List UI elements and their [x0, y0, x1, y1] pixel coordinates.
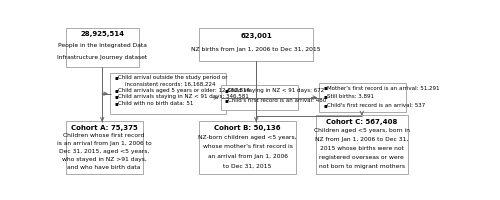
Text: inconsistent records: 16,168,224: inconsistent records: 16,168,224 — [118, 82, 215, 87]
Text: registered overseas or were: registered overseas or were — [320, 155, 404, 160]
Text: ▪: ▪ — [324, 94, 327, 99]
Text: an arrival from Jan 1, 2006: an arrival from Jan 1, 2006 — [208, 154, 288, 159]
Text: Child's first record is an arrival: 537: Child's first record is an arrival: 537 — [327, 103, 425, 108]
Text: ▪: ▪ — [114, 94, 118, 99]
Text: Child arrivals aged 5 years or older: 12,662,814: Child arrivals aged 5 years or older: 12… — [118, 88, 250, 93]
Text: Children whose first record: Children whose first record — [64, 133, 145, 138]
Text: Cohort B: 50,136: Cohort B: 50,136 — [214, 125, 281, 131]
FancyBboxPatch shape — [66, 121, 142, 174]
Text: NZ births from Jan 1, 2006 to Dec 31, 2015: NZ births from Jan 1, 2006 to Dec 31, 20… — [192, 47, 321, 52]
FancyBboxPatch shape — [320, 83, 406, 112]
Text: Child staying in NZ < 91 days: 672: Child staying in NZ < 91 days: 672 — [228, 88, 324, 93]
FancyBboxPatch shape — [220, 85, 298, 110]
Text: Cohort C: 567,408: Cohort C: 567,408 — [326, 119, 398, 125]
Text: Child's first record is an arrival: 480: Child's first record is an arrival: 480 — [228, 98, 326, 103]
Text: whose mother's first record is: whose mother's first record is — [202, 144, 292, 149]
Text: Dec 31, 2015, aged <5 years,: Dec 31, 2015, aged <5 years, — [59, 149, 150, 154]
Text: Children aged <5 years, born in: Children aged <5 years, born in — [314, 128, 410, 133]
Text: ▪: ▪ — [324, 85, 327, 90]
Text: ▪: ▪ — [114, 88, 118, 93]
Text: NZ from Jan 1, 2006 to Dec 31,: NZ from Jan 1, 2006 to Dec 31, — [315, 137, 408, 142]
Text: Child arrivals staying in NZ < 91 days: 346,581: Child arrivals staying in NZ < 91 days: … — [118, 94, 248, 99]
Text: Infrastructure Journey dataset: Infrastructure Journey dataset — [57, 55, 148, 60]
Text: ▪: ▪ — [114, 101, 118, 106]
Text: Mother's first record is an arrival: 51,291: Mother's first record is an arrival: 51,… — [327, 85, 440, 90]
FancyBboxPatch shape — [316, 115, 408, 174]
Text: Child with no birth data: 51: Child with no birth data: 51 — [118, 101, 193, 106]
Text: Cohort A: 75,375: Cohort A: 75,375 — [71, 125, 138, 131]
Text: to Dec 31, 2015: to Dec 31, 2015 — [224, 163, 272, 168]
Text: who stayed in NZ >91 days,: who stayed in NZ >91 days, — [62, 157, 146, 162]
FancyBboxPatch shape — [66, 28, 139, 67]
FancyBboxPatch shape — [200, 28, 313, 61]
Text: ▪: ▪ — [114, 75, 118, 80]
FancyBboxPatch shape — [200, 121, 296, 174]
Text: and who have birth data: and who have birth data — [68, 165, 141, 170]
Text: is an arrival from Jan 1, 2006 to: is an arrival from Jan 1, 2006 to — [57, 141, 152, 146]
Text: NZ-born children aged <5 years,: NZ-born children aged <5 years, — [198, 135, 297, 140]
Text: Still births: 3,891: Still births: 3,891 — [327, 94, 374, 99]
FancyBboxPatch shape — [110, 73, 226, 114]
Text: 28,925,514: 28,925,514 — [80, 31, 124, 37]
Text: 2015 whose births were not: 2015 whose births were not — [320, 146, 404, 151]
Text: not born to migrant mothers: not born to migrant mothers — [319, 164, 405, 169]
Text: ▪: ▪ — [224, 98, 228, 103]
Text: Child arrival outside the study period or: Child arrival outside the study period o… — [118, 75, 227, 80]
Text: People in the Integrated Data: People in the Integrated Data — [58, 43, 146, 48]
Text: ▪: ▪ — [324, 103, 327, 108]
Text: 623,001: 623,001 — [240, 33, 272, 39]
Text: ▪: ▪ — [224, 88, 228, 93]
